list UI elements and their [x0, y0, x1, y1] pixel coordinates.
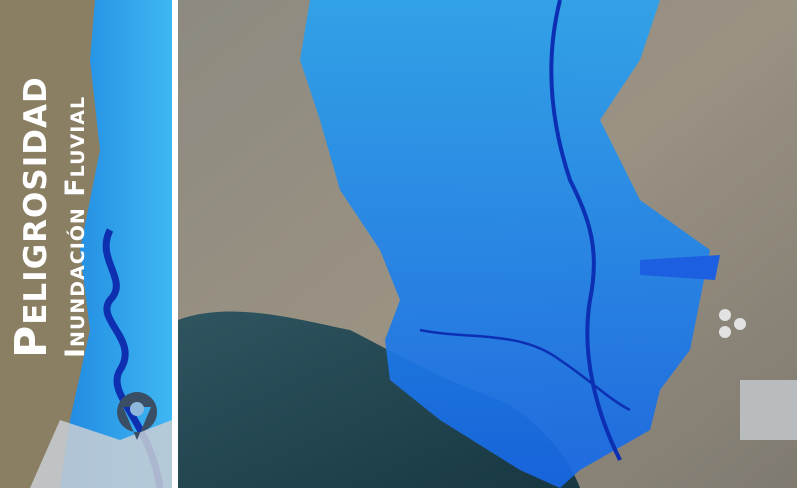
tank	[719, 326, 731, 338]
map	[178, 0, 797, 488]
left-panel: Peligrosidad Inundación Fluvial	[0, 0, 172, 488]
pin-hole	[130, 402, 144, 416]
title: Peligrosidad	[6, 76, 57, 358]
subtitle: Inundación Fluvial	[60, 96, 91, 358]
flood-area	[300, 0, 710, 488]
river	[549, 0, 622, 461]
location-pin	[117, 392, 158, 440]
channel	[419, 328, 631, 412]
flood-area	[60, 0, 172, 488]
industrial-area	[740, 380, 797, 440]
river	[102, 228, 164, 488]
tank	[734, 318, 746, 330]
flood-channel	[640, 255, 720, 280]
tank	[719, 309, 731, 321]
